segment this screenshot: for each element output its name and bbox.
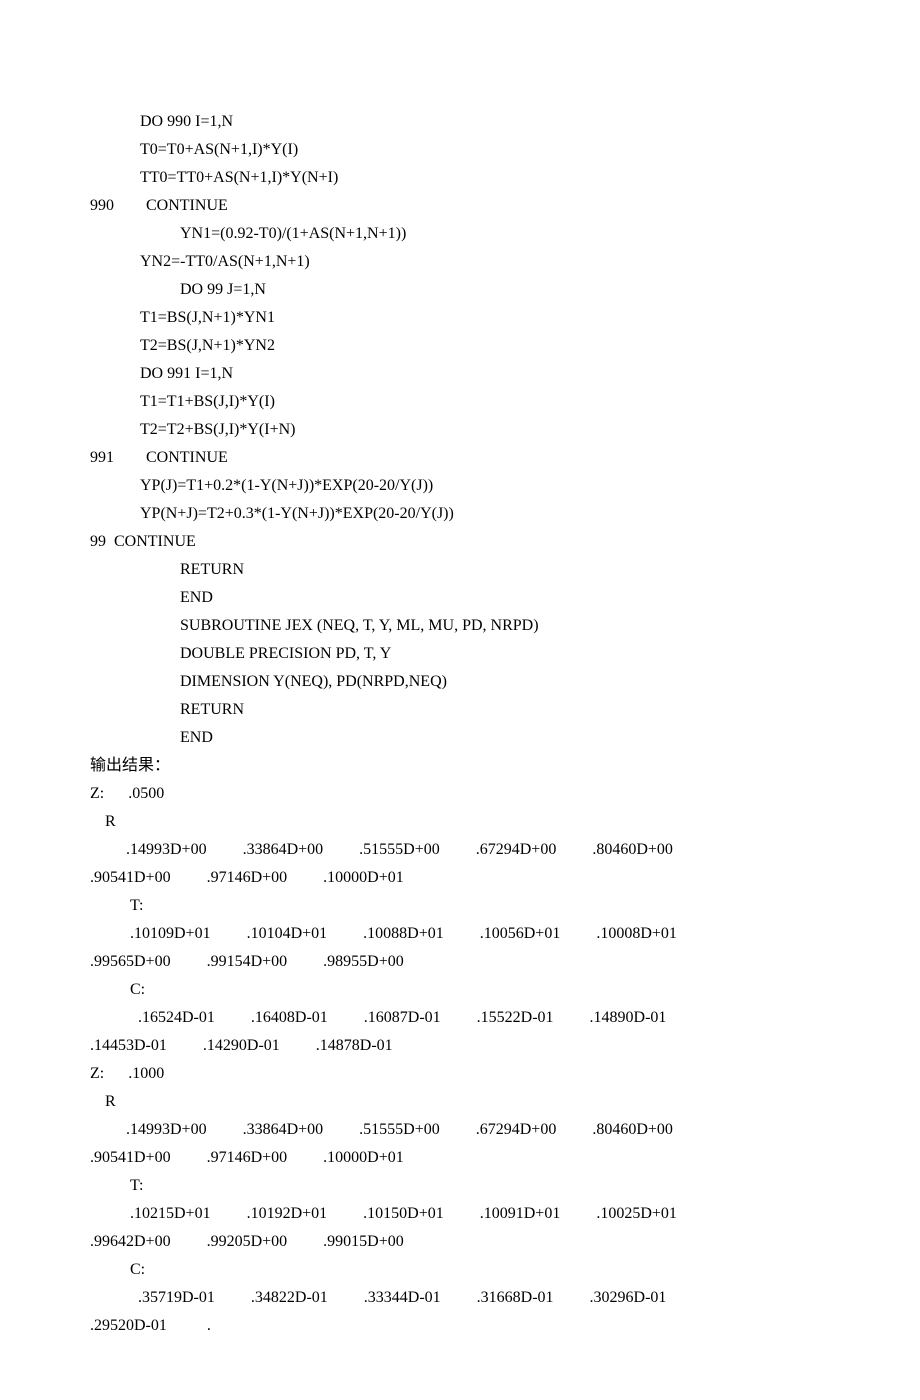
- data-row: .29520D-01 .: [90, 1312, 830, 1340]
- code-line: T2=T2+BS(J,I)*Y(I+N): [90, 416, 830, 444]
- code-line: END: [90, 724, 830, 752]
- code-line: YP(N+J)=T2+0.3*(1-Y(N+J))*EXP(20-20/Y(J)…: [90, 500, 830, 528]
- code-line: T2=BS(J,N+1)*YN2: [90, 332, 830, 360]
- code-line: T1=BS(J,N+1)*YN1: [90, 304, 830, 332]
- z-value: Z: .0500: [90, 780, 830, 808]
- code-line: DOUBLE PRECISION PD, T, Y: [90, 640, 830, 668]
- code-line: 990 CONTINUE: [90, 192, 830, 220]
- z-value: Z: .1000: [90, 1060, 830, 1088]
- code-line: 99 CONTINUE: [90, 528, 830, 556]
- data-row: .16524D-01 .16408D-01 .16087D-01 .15522D…: [90, 1004, 830, 1032]
- document-page: DO 990 I=1,N T0=T0+AS(N+1,I)*Y(I) TT0=TT…: [0, 0, 920, 1400]
- code-line: T0=T0+AS(N+1,I)*Y(I): [90, 136, 830, 164]
- code-line: YN2=-TT0/AS(N+1,N+1): [90, 248, 830, 276]
- data-row: .14993D+00 .33864D+00 .51555D+00 .67294D…: [90, 1116, 830, 1144]
- code-line: DO 990 I=1,N: [90, 108, 830, 136]
- code-line: DO 99 J=1,N: [90, 276, 830, 304]
- data-row: .14993D+00 .33864D+00 .51555D+00 .67294D…: [90, 836, 830, 864]
- data-row: .14453D-01 .14290D-01 .14878D-01: [90, 1032, 830, 1060]
- code-line: RETURN: [90, 556, 830, 584]
- code-line: SUBROUTINE JEX (NEQ, T, Y, ML, MU, PD, N…: [90, 612, 830, 640]
- code-line: DIMENSION Y(NEQ), PD(NRPD,NEQ): [90, 668, 830, 696]
- c-label: C:: [90, 976, 830, 1004]
- code-line: YP(J)=T1+0.2*(1-Y(N+J))*EXP(20-20/Y(J)): [90, 472, 830, 500]
- data-row: .90541D+00 .97146D+00 .10000D+01: [90, 1144, 830, 1172]
- data-row: .35719D-01 .34822D-01 .33344D-01 .31668D…: [90, 1284, 830, 1312]
- code-line: TT0=TT0+AS(N+1,I)*Y(N+I): [90, 164, 830, 192]
- code-line: T1=T1+BS(J,I)*Y(I): [90, 388, 830, 416]
- c-label: C:: [90, 1256, 830, 1284]
- code-line: RETURN: [90, 696, 830, 724]
- t-label: T:: [90, 1172, 830, 1200]
- code-line: END: [90, 584, 830, 612]
- data-row: .99565D+00 .99154D+00 .98955D+00: [90, 948, 830, 976]
- output-label: 输出结果：: [90, 752, 830, 780]
- data-row: .99642D+00 .99205D+00 .99015D+00: [90, 1228, 830, 1256]
- data-row: .10215D+01 .10192D+01 .10150D+01 .10091D…: [90, 1200, 830, 1228]
- code-line: DO 991 I=1,N: [90, 360, 830, 388]
- data-row: .10109D+01 .10104D+01 .10088D+01 .10056D…: [90, 920, 830, 948]
- data-row: .90541D+00 .97146D+00 .10000D+01: [90, 864, 830, 892]
- t-label: T:: [90, 892, 830, 920]
- code-line: 991 CONTINUE: [90, 444, 830, 472]
- code-line: YN1=(0.92-T0)/(1+AS(N+1,N+1)): [90, 220, 830, 248]
- r-label: R: [90, 808, 830, 836]
- r-label: R: [90, 1088, 830, 1116]
